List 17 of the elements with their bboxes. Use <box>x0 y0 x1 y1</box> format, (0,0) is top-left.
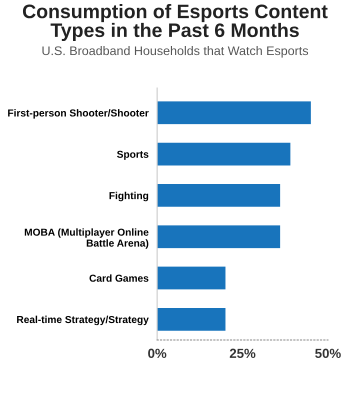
bar <box>157 266 226 290</box>
chart-title: Consumption of Esports Content Types in the Past 6 Months <box>22 4 328 41</box>
bar <box>157 225 280 248</box>
bar <box>157 308 226 331</box>
x-tick-label: 0% <box>148 348 166 358</box>
bar <box>157 142 290 166</box>
y-tick-label: Fighting <box>110 192 148 202</box>
x-tick-label: 50% <box>315 348 341 358</box>
y-tick-label: First-person Shooter/Shooter <box>8 109 149 119</box>
y-tick-label: Card Games <box>90 274 148 282</box>
bar <box>157 101 311 124</box>
x-tick-label: 25% <box>230 348 256 358</box>
bar <box>157 184 280 207</box>
chart-subtitle: U.S. Broadband Households that Watch Esports <box>42 46 308 58</box>
y-tick-label: Sports <box>117 150 148 160</box>
y-tick-label: MOBA (Multiplayer Online Battle Arena) <box>24 228 148 249</box>
y-tick-label: Real-time Strategy/Strategy <box>17 316 149 326</box>
